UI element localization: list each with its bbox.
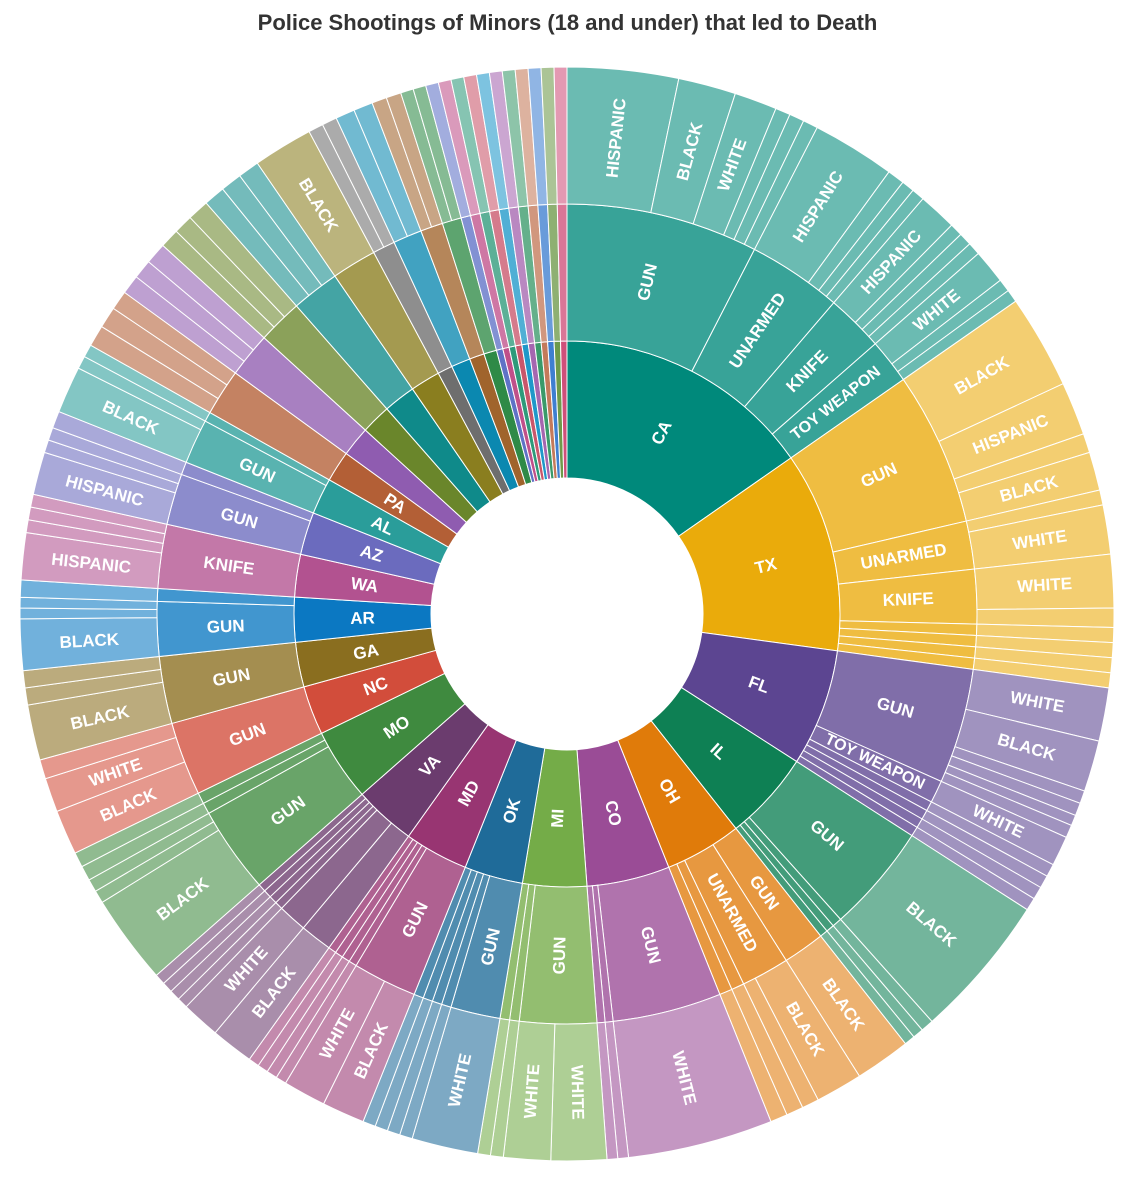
race-segment[interactable]: [550, 1022, 608, 1162]
race-segment[interactable]: [553, 66, 568, 205]
chart-title: Police Shootings of Minors (18 and under…: [257, 10, 878, 35]
